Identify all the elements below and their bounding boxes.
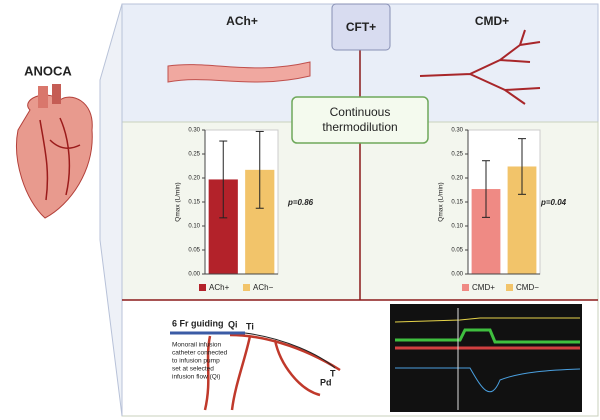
legend-label: CMD+ [472,283,495,292]
label: T [330,368,336,378]
legend-swatch [199,284,206,291]
y-axis-label: Qmax (L/min) [438,182,445,221]
legend-swatch [243,284,250,291]
label: Qi [228,319,238,329]
label: CMD+ [475,14,509,28]
legend-swatch [462,284,469,291]
y-tick-label: 0.25 [188,152,200,158]
caption-line: set at selected [172,366,214,373]
heart-icon [16,84,93,219]
y-tick-label: 0.00 [188,272,200,278]
y-tick-label: 0.30 [451,128,463,134]
method-box [291,96,429,144]
label: Pd [320,377,332,387]
y-tick-label: 0.30 [188,128,200,134]
method-label: Continuous [330,105,391,119]
title: ANOCA [24,63,72,78]
p-value: p=0.86 [287,198,314,207]
label: ACh+ [226,14,258,28]
label: CFT+ [346,20,376,34]
p-value: p=0.04 [540,198,567,207]
y-tick-label: 0.10 [451,224,463,230]
connector [99,3,123,417]
y-tick-label: 0.10 [188,224,200,230]
wire [244,332,336,369]
monitor-screenshot [390,304,582,412]
method-label: thermodilution [322,120,397,134]
caption-line: Monorail infusion [172,342,222,349]
y-tick-label: 0.15 [451,200,463,206]
vessel-icon [167,61,311,83]
caption-line: to infusion pump [172,358,220,365]
legend-label: CMD− [516,283,539,292]
legend-label: ACh− [253,283,274,292]
y-tick-label: 0.05 [188,248,200,254]
label: 6 Fr guiding [172,318,224,328]
y-axis-label: Qmax (L/min) [175,182,182,221]
y-tick-label: 0.25 [451,152,463,158]
caption: Monorail infusion catheter connected to … [172,342,228,381]
cft-box [331,3,391,51]
y-tick-label: 0.15 [188,200,200,206]
legend-swatch [506,284,513,291]
y-tick-label: 0.20 [188,176,200,182]
caption-line: infusion flow (Qi) [172,374,220,381]
y-tick-label: 0.00 [451,272,463,278]
caption-line: catheter connected [172,350,228,357]
coronary-icon [203,333,341,411]
y-tick-label: 0.05 [451,248,463,254]
label: Ti [246,321,254,331]
vessel-tree-icon [419,29,541,105]
legend-label: ACh+ [209,283,230,292]
y-tick-label: 0.20 [451,176,463,182]
